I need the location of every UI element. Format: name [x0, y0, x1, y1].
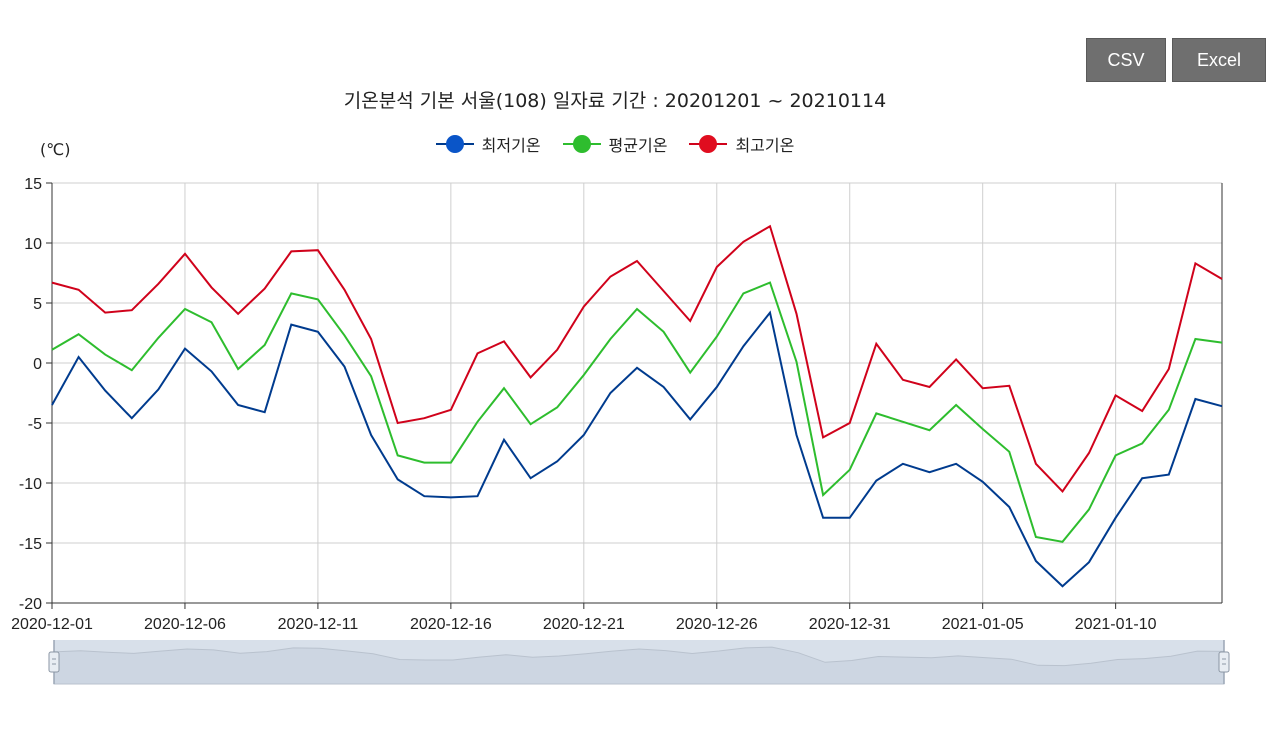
x-tick-label: 2020-12-06	[144, 616, 226, 633]
x-tick-label: 2021-01-10	[1075, 616, 1157, 633]
legend-item-max[interactable]: 최고기온	[689, 132, 794, 156]
excel-download-button[interactable]: Excel	[1172, 38, 1266, 82]
y-tick-label: -10	[19, 476, 42, 493]
y-tick-label: -15	[19, 536, 42, 553]
y-tick-label: -20	[19, 596, 42, 613]
x-tick-label: 2020-12-01	[11, 616, 93, 633]
x-tick-label: 2020-12-26	[676, 616, 758, 633]
range-handle-left[interactable]	[48, 651, 60, 673]
chart-title: 기온분석 기본 서울(108) 일자료 기간 : 20201201 ~ 2021…	[343, 90, 887, 112]
series-line-min-temp	[51, 310, 1223, 588]
x-tick-label: 2020-12-31	[809, 616, 891, 633]
x-tick-label: 2021-01-05	[942, 616, 1024, 633]
x-tick-label: 2020-12-11	[278, 616, 359, 633]
series-line-avg-temp	[51, 281, 1223, 543]
legend-item-avg[interactable]: 평균기온	[562, 132, 668, 156]
series-line-max-temp	[51, 224, 1223, 493]
legend-item-min[interactable]: 최저기온	[435, 132, 541, 156]
csv-download-button[interactable]: CSV	[1086, 38, 1166, 82]
legend-marker-max	[689, 134, 728, 154]
x-tick-label: 2020-12-21	[543, 616, 625, 633]
legend-marker-min	[435, 134, 474, 154]
range-navigator-series	[53, 646, 1225, 685]
legend-label-max: 최고기온	[735, 136, 795, 155]
y-tick-label: 10	[24, 236, 42, 253]
legend-label-avg: 평균기온	[608, 136, 668, 155]
y-tick-label: 15	[24, 176, 42, 193]
chart-legend: 최저기온 평균기온 최고기온	[0, 132, 1230, 156]
range-handle-right[interactable]	[1218, 651, 1230, 673]
legend-marker-avg	[562, 134, 601, 154]
x-tick-label: 2020-12-16	[410, 616, 492, 633]
y-axis-unit-label: (℃)	[40, 140, 70, 159]
y-tick-label: 0	[33, 356, 42, 373]
legend-label-min: 최저기온	[481, 136, 541, 155]
y-tick-label: 5	[33, 296, 42, 313]
y-tick-label: -5	[28, 416, 42, 433]
